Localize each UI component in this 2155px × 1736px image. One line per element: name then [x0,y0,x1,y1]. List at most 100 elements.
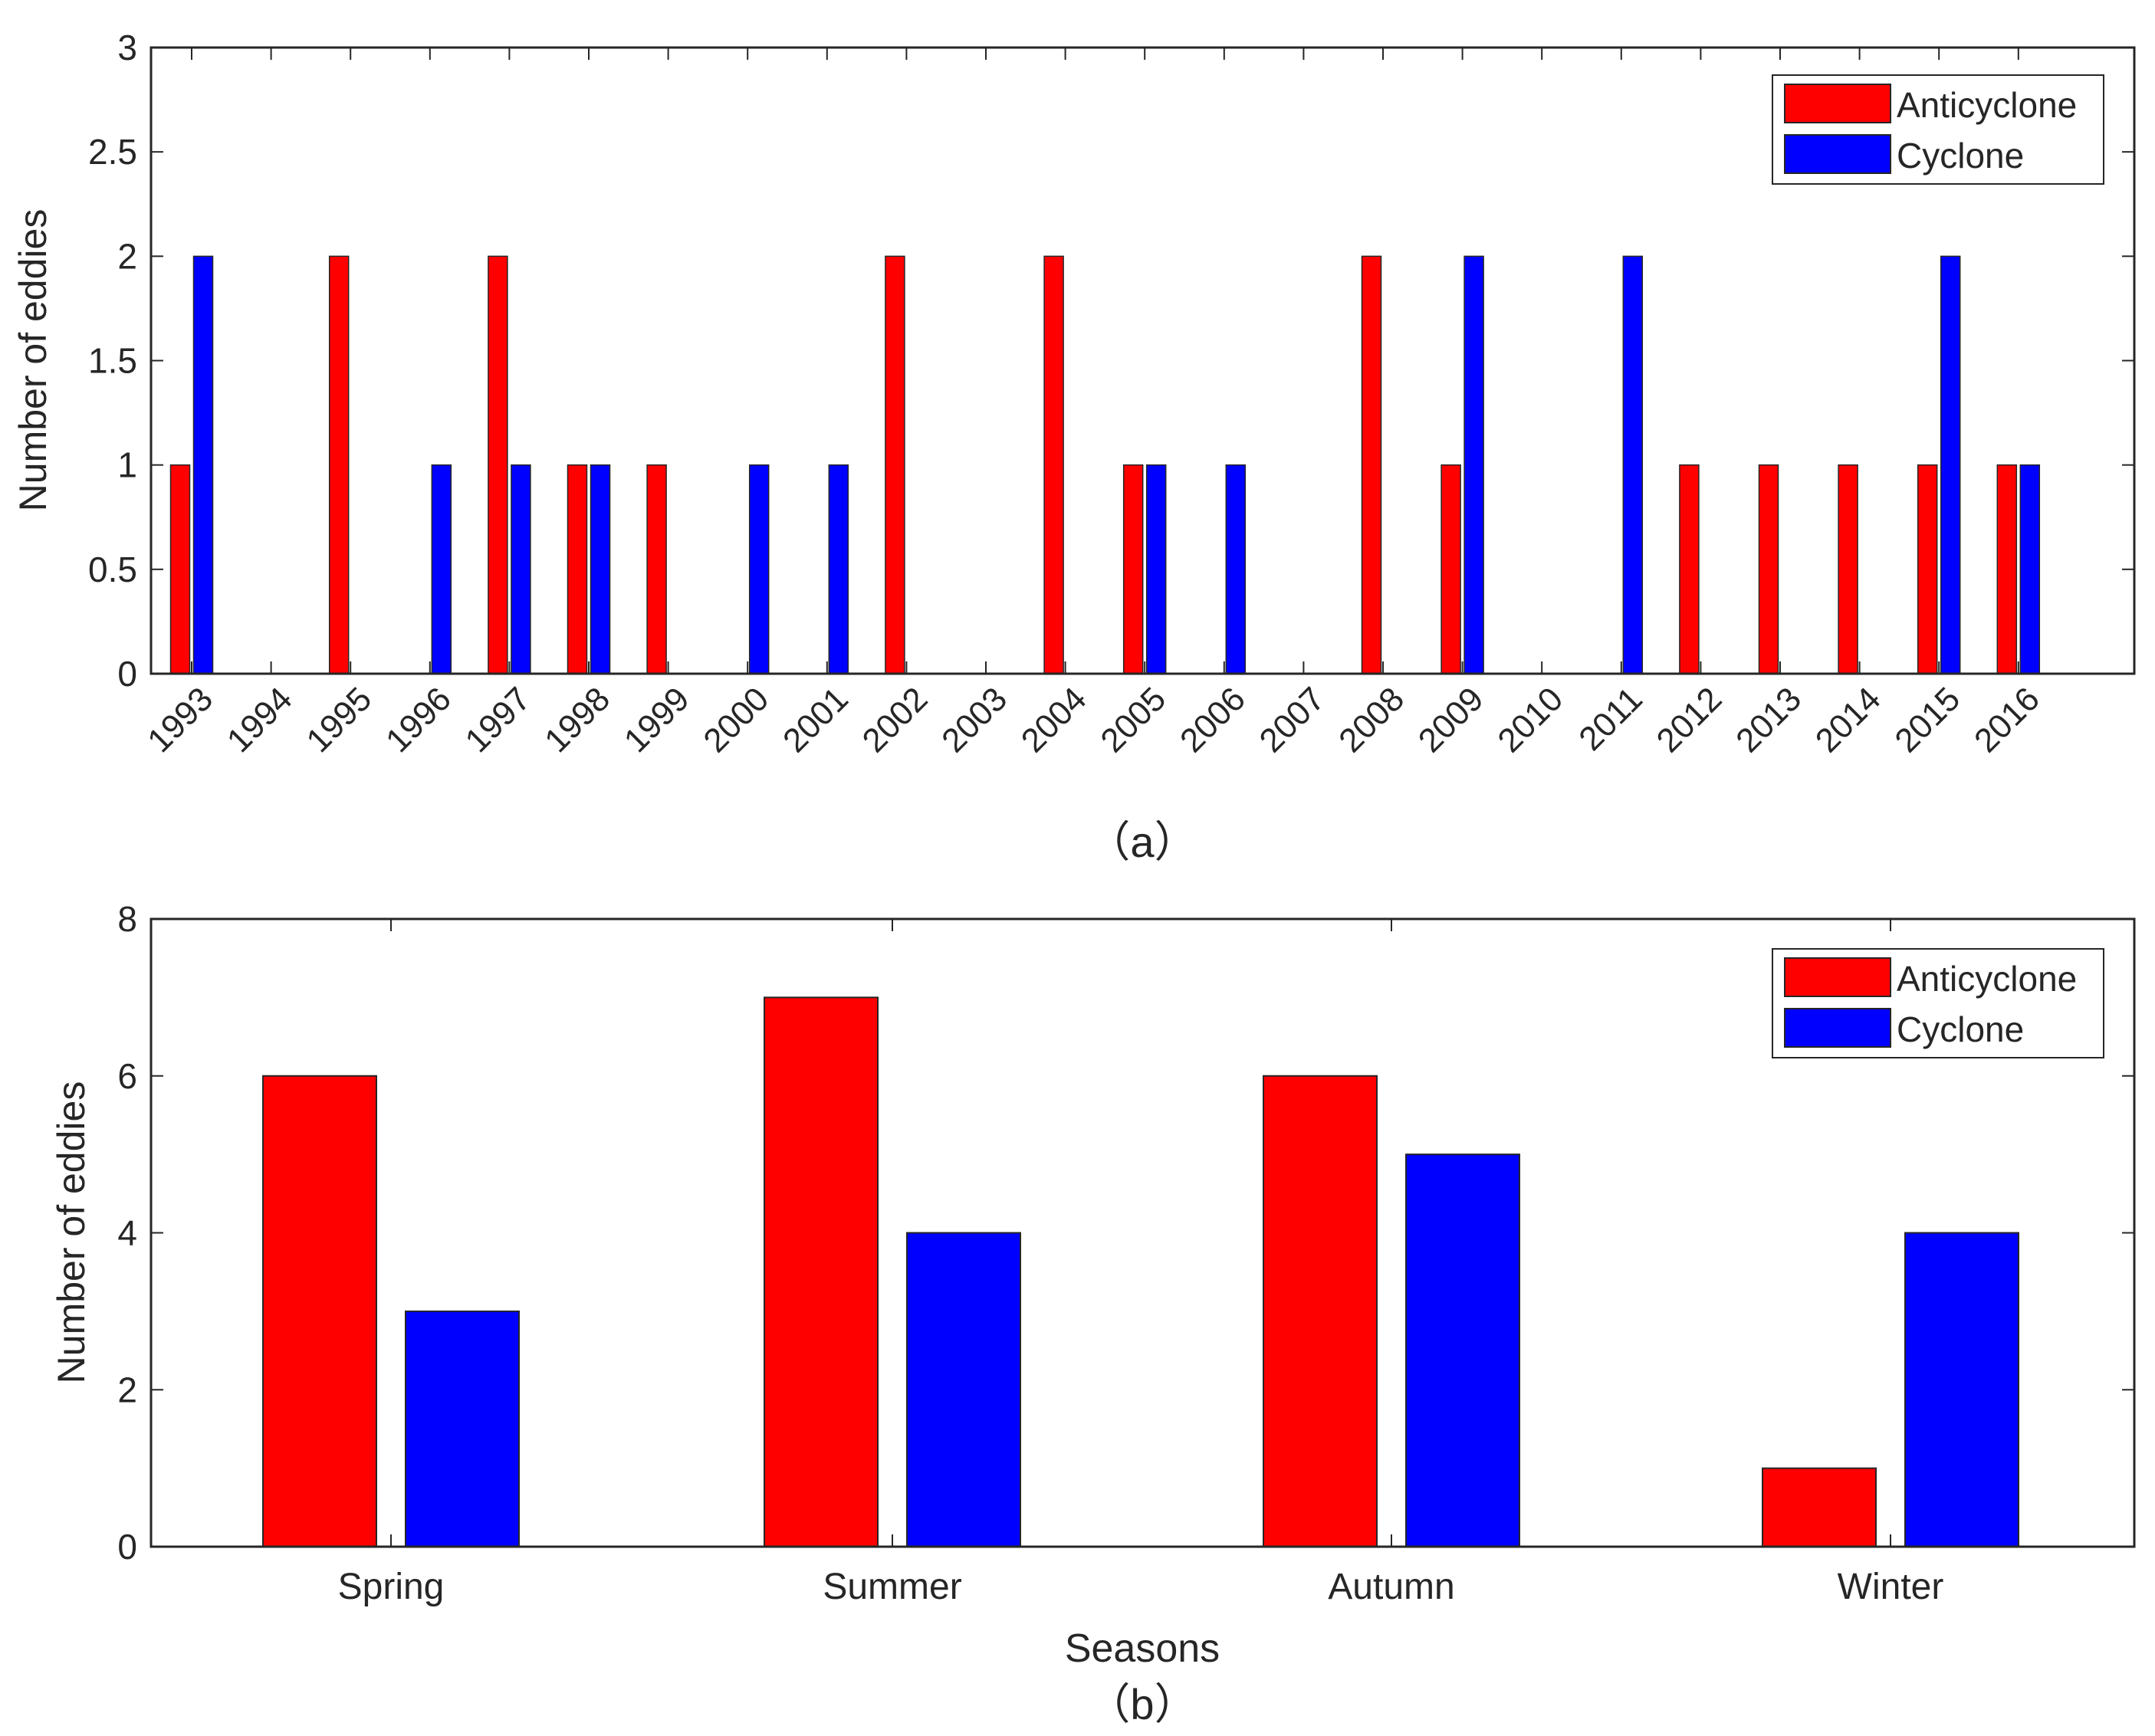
panel-a-x-tick-label: 1993 [140,680,220,760]
panel-a-y-tick-label: 3 [117,28,137,67]
panel-a-x-tick-label: 2010 [1490,680,1570,760]
panel-a-bar-cyclone-2001 [828,464,849,674]
panel-a-x-tick-label: 1997 [458,680,538,760]
panel-a-bar-cyclone-1993 [192,255,214,674]
panel-a-bar-anticyclone-2013 [1758,464,1779,674]
panel-b-bars [262,996,2019,1547]
panel-a-x-tick-label: 2004 [1014,680,1094,760]
panel-a-x-tick-label: 2003 [935,680,1014,760]
panel-a-y-tick-label: 0.5 [88,550,137,589]
panel-a-x-tick-label: 2001 [776,680,856,760]
panel-b-axes-box [149,917,2136,1548]
panel-a-x-tick-label: 2005 [1093,680,1173,760]
panel-b-legend-label-anticyclone: Anticyclone [1897,959,2077,999]
panel-a-bar-cyclone-2011 [1622,255,1644,674]
panel-a-legend: Anticyclone Cyclone [1772,74,2104,185]
panel-a-x-tick-label: 2002 [856,680,935,760]
panel-a-bar-anticyclone-2016 [1996,464,2018,674]
panel-a-bar-anticyclone-1993 [169,464,191,674]
panel-a-bar-cyclone-2005 [1145,464,1167,674]
panel-a-x-tick-label: 1999 [617,680,697,760]
panel-b-bar-cyclone-spring [405,1310,520,1547]
panel-a-bar-cyclone-2016 [2019,464,2041,674]
panel-a-x-tick-label: 2006 [1173,680,1253,760]
panel-a-bar-anticyclone-2012 [1679,464,1700,674]
panel-a-legend-swatch-cyclone [1784,134,1891,174]
panel-a-y-tick-label: 1 [117,445,137,485]
panel-a-x-tick-label: 2012 [1650,680,1730,760]
panel-a-bar-anticyclone-2004 [1043,255,1064,674]
panel-a-yearly-chart: 1993 1994 1995 1996 1997 1998 1999 2000 2001 2002… [11,28,2136,866]
panel-b-y-tick-label: 4 [117,1213,137,1253]
panel-b-y-tick-label: 8 [117,899,137,939]
panel-a-x-tick-label: 2016 [1967,680,2047,760]
panel-a-bar-cyclone-1996 [431,464,452,674]
panel-a-x-tick-label: 1994 [220,680,300,760]
panel-b-x-tick-label: Autumn [1328,1567,1454,1607]
panel-a-legend-swatch-anticyclone [1784,84,1891,123]
panel-a-bar-cyclone-2009 [1463,255,1484,674]
panel-a-bar-anticyclone-2014 [1838,464,1858,674]
panel-a-bar-cyclone-1998 [590,464,611,674]
panel-b-legend-swatch-cyclone [1784,1008,1891,1048]
panel-b-y-tick-label: 0 [117,1527,137,1567]
panel-a-x-tick-label: 2008 [1332,680,1411,760]
panel-a-x-tick-label: 2007 [1253,680,1332,760]
panel-b-y-axis-label: Number of eddies [50,1081,93,1384]
panel-a-x-tick-label: 2011 [1572,680,1650,758]
panel-a-bar-anticyclone-2008 [1361,255,1382,674]
panel-a-bar-anticyclone-2002 [885,255,905,674]
panel-a-bar-cyclone-2000 [748,464,770,674]
panel-b-legend-swatch-anticyclone [1784,957,1891,997]
panel-a-bar-anticyclone-2009 [1440,464,1461,674]
panel-a-bar-cyclone-2015 [1940,255,1961,674]
panel-a-x-tick-label: 2013 [1729,680,1808,760]
panel-a-y-ticks: 0 0.5 1 1.5 2 2.5 3 [88,28,2134,694]
panel-a-bar-anticyclone-1998 [567,464,588,674]
panel-a-bars [169,255,2041,674]
panel-a-axes-box [149,46,2136,675]
panel-a-legend-label-cyclone: Cyclone [1897,136,2024,176]
panel-a-y-axis-label: Number of eddies [11,209,54,512]
panel-a-x-tick-label: 1996 [379,680,458,760]
panel-b-bar-cyclone-summer [906,1232,1021,1547]
panel-a-x-tick-label: 2009 [1411,680,1491,760]
panel-b-x-tick-label: Winter [1838,1567,1944,1607]
panel-b-seasonal-chart: Spring Summer Autumn Winter 0 2 4 6 8 Number of… [50,899,2136,1728]
panel-b-x-tick-label: Spring [338,1567,445,1607]
panel-b-x-ticks: Spring Summer Autumn Winter [338,919,1944,1607]
panel-b-x-axis-label: Seasons [1065,1626,1220,1671]
panel-a-bar-anticyclone-1995 [328,255,350,674]
panel-a-y-tick-label: 0 [117,654,137,694]
panel-a-bar-anticyclone-2005 [1122,464,1144,674]
panel-b-legend-label-cyclone: Cyclone [1897,1009,2024,1049]
panel-b-x-tick-label: Summer [823,1567,961,1607]
panel-a-y-tick-label: 2 [117,236,137,276]
panel-b-y-ticks: 0 2 4 6 8 [117,899,2134,1567]
panel-a-x-tick-label: 2014 [1808,680,1888,760]
panel-b-y-tick-label: 2 [117,1370,137,1409]
panel-b-label: （b） [1087,1680,1197,1728]
panel-a-x-tick-label: 1998 [537,680,617,760]
panel-a-y-tick-label: 2.5 [88,132,137,172]
panel-a-bar-cyclone-1997 [511,464,531,674]
panel-b-legend: Anticyclone Cyclone [1772,948,2104,1058]
panel-a-bar-cyclone-2006 [1225,464,1247,674]
panel-a-legend-label-anticyclone: Anticyclone [1897,85,2077,125]
panel-a-bar-anticyclone-2015 [1917,464,1938,674]
panel-b-bar-anticyclone-winter [1762,1467,1877,1547]
panel-a-x-tick-label: 1995 [299,680,379,760]
panel-a-label: （a） [1087,818,1197,866]
panel-a-y-tick-label: 1.5 [88,341,137,381]
panel-b-bar-anticyclone-autumn [1263,1075,1378,1547]
panel-a-bar-anticyclone-1997 [488,255,508,674]
panel-a-x-tick-label: 2000 [696,680,776,760]
panel-a-bar-anticyclone-1999 [646,464,667,674]
panel-b-y-tick-label: 6 [117,1056,137,1096]
panel-b-bar-anticyclone-spring [262,1075,377,1547]
panel-b-bar-cyclone-autumn [1405,1154,1520,1547]
panel-b-bar-cyclone-winter [1904,1232,2019,1547]
panel-a-x-tick-label: 2015 [1887,680,1967,760]
panel-b-bar-anticyclone-summer [764,996,879,1547]
